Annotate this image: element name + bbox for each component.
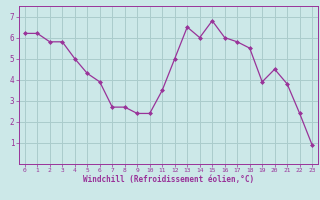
X-axis label: Windchill (Refroidissement éolien,°C): Windchill (Refroidissement éolien,°C)	[83, 175, 254, 184]
